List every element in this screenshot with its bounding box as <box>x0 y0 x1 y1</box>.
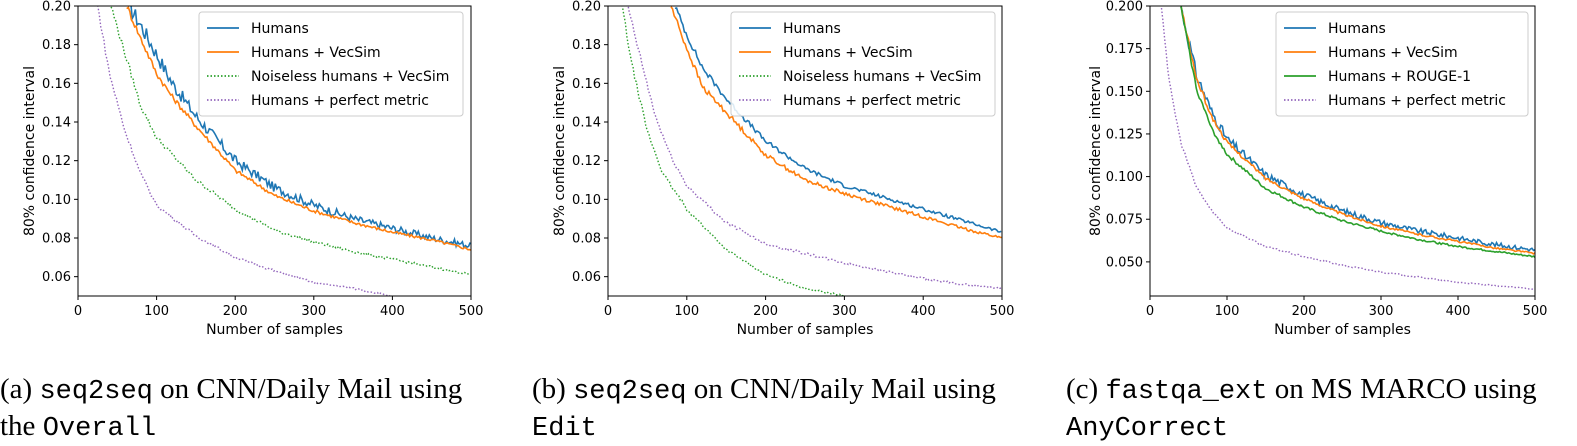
y-tick-label: 0.18 <box>572 38 601 53</box>
y-tick-label: 0.10 <box>42 193 71 208</box>
x-tick-label: 500 <box>1523 304 1548 319</box>
x-tick-label: 400 <box>911 304 936 319</box>
legend-label: Humans + VecSim <box>1328 45 1458 61</box>
legend-label: Humans + VecSim <box>783 45 913 61</box>
legend-label: Humans <box>783 21 841 37</box>
legend-label: Humans <box>1328 21 1386 37</box>
chart-panel-0: 0 100 200 300 400 500 0.06 0.08 0.10 0.12 0.14 0.16… <box>22 0 483 338</box>
y-axis-label: 80% confidence interval <box>22 66 38 236</box>
series-line-noiseless-humans-vecsim <box>110 6 471 275</box>
chart-panel-2: 0 100 200 300 400 500 0.050 0.075 0.100 0.125 0.15… <box>1088 0 1547 338</box>
x-tick-label: 300 <box>832 304 857 319</box>
x-tick-label: 300 <box>1369 304 1394 319</box>
series-line-humans <box>130 6 471 249</box>
axes-frame <box>607 5 1003 297</box>
legend-box <box>1275 11 1529 117</box>
series-line-humans-perfect-metric <box>1160 8 1535 291</box>
series-line-humans-rouge-1 <box>1180 6 1535 259</box>
y-tick-label: 0.06 <box>572 270 601 285</box>
x-axis-label: Number of samples <box>1274 322 1411 338</box>
y-tick-label: 0.050 <box>1106 255 1143 270</box>
chart-panel-1: 0 100 200 300 400 500 0.06 0.08 0.10 0.12 0.14 0.16… <box>552 0 1014 338</box>
y-axis-label: 80% confidence interval <box>552 66 568 236</box>
legend-label: Humans + perfect metric <box>783 93 961 109</box>
x-axis-label: Number of samples <box>737 322 874 338</box>
caption-a: (a) seq2seq on CNN/Daily Mail using the … <box>0 373 463 444</box>
y-tick-label: 0.175 <box>1106 42 1143 57</box>
y-tick-label: 0.16 <box>572 77 601 92</box>
legend-box <box>730 11 996 117</box>
x-tick-label: 400 <box>380 304 405 319</box>
x-tick-label: 300 <box>301 304 326 319</box>
y-tick-label: 0.200 <box>1106 0 1143 15</box>
x-tick-label: 500 <box>459 304 484 319</box>
legend-label: Noiseless humans + VecSim <box>251 69 449 85</box>
x-tick-label: 200 <box>223 304 248 319</box>
x-tick-label: 200 <box>753 304 778 319</box>
y-tick-label: 0.08 <box>572 232 601 247</box>
legend-label: Humans + VecSim <box>251 45 381 61</box>
legend-label: Humans + perfect metric <box>1328 93 1506 109</box>
axes-frame <box>1149 5 1536 297</box>
y-axis-label: 80% confidence interval <box>1088 66 1104 236</box>
legend-label: Noiseless humans + VecSim <box>783 69 981 85</box>
y-tick-label: 0.06 <box>42 270 71 285</box>
axes-frame <box>77 5 472 297</box>
y-tick-label: 0.20 <box>42 0 71 15</box>
legend-label: Humans <box>251 21 309 37</box>
x-tick-label: 100 <box>674 304 699 319</box>
y-tick-label: 0.12 <box>42 154 71 169</box>
series-line-noiseless-humans-vecsim <box>621 6 845 296</box>
x-tick-label: 100 <box>144 304 169 319</box>
series-line-humans-vecsim <box>126 6 471 251</box>
caption-c: (c) fastqa_ext on MS MARCO using AnyCorr… <box>1066 373 1537 444</box>
y-tick-label: 0.150 <box>1106 85 1143 100</box>
y-tick-label: 0.16 <box>42 77 71 92</box>
y-tick-label: 0.08 <box>42 232 71 247</box>
y-tick-label: 0.10 <box>572 193 601 208</box>
x-tick-label: 0 <box>1146 304 1154 319</box>
legend-box <box>198 11 464 117</box>
series-line-humans <box>674 7 1002 233</box>
y-tick-label: 0.14 <box>572 116 601 131</box>
series-line-humans-vecsim <box>670 6 1002 239</box>
legend-label: Humans + ROUGE-1 <box>1328 69 1471 85</box>
y-tick-label: 0.20 <box>572 0 601 15</box>
x-tick-label: 200 <box>1292 304 1317 319</box>
x-tick-label: 0 <box>74 304 82 319</box>
y-tick-label: 0.14 <box>42 116 71 131</box>
series-line-humans-vecsim <box>1180 6 1535 255</box>
y-tick-label: 0.12 <box>572 154 601 169</box>
y-tick-label: 0.075 <box>1106 213 1143 228</box>
caption-b: (b) seq2seq on CNN/Daily Mail using Edit <box>532 373 996 444</box>
legend-label: Humans + perfect metric <box>251 93 429 109</box>
x-tick-label: 0 <box>604 304 612 319</box>
x-axis-label: Number of samples <box>206 322 343 338</box>
x-tick-label: 400 <box>1446 304 1471 319</box>
y-tick-label: 0.18 <box>42 38 71 53</box>
y-tick-label: 0.100 <box>1106 170 1143 185</box>
x-tick-label: 500 <box>990 304 1015 319</box>
x-tick-label: 100 <box>1215 304 1240 319</box>
y-tick-label: 0.125 <box>1106 127 1143 142</box>
